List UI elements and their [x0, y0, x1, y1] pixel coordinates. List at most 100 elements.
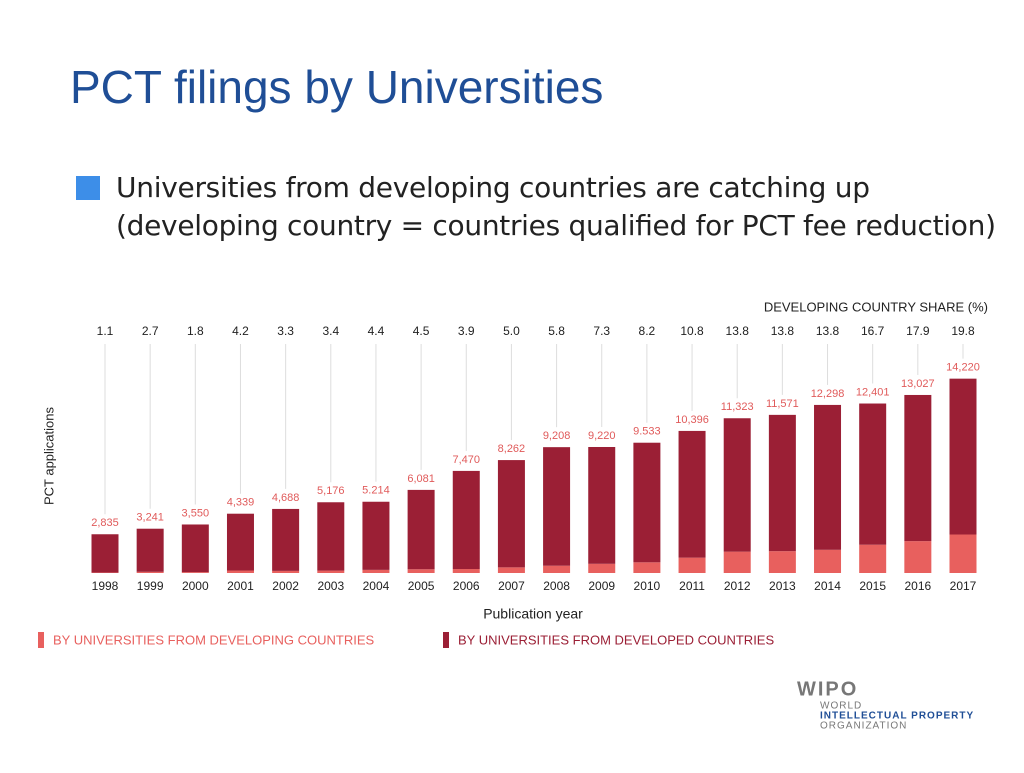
bar-segment [498, 460, 525, 567]
share-label: 16.7 [861, 324, 885, 338]
share-label: 13.8 [726, 324, 750, 338]
share-label: 5.0 [503, 324, 520, 338]
total-label: 4,339 [227, 497, 255, 509]
x-tick-label: 2015 [859, 579, 886, 593]
bar-segment [679, 431, 706, 558]
total-label: 9,220 [588, 430, 616, 442]
bar-segment [950, 379, 977, 535]
x-tick-label: 2010 [634, 579, 661, 593]
share-label: 13.8 [816, 324, 840, 338]
bar-segment [362, 502, 389, 570]
share-label: 3.3 [277, 324, 294, 338]
share-label: 4.4 [368, 324, 385, 338]
x-tick-label: 2008 [543, 579, 570, 593]
bar-segment [498, 567, 525, 573]
share-label: 17.9 [906, 324, 930, 338]
x-tick-label: 2004 [363, 579, 390, 593]
x-tick-label: 2007 [498, 579, 525, 593]
x-tick-label: 2013 [769, 579, 796, 593]
bar-segment [724, 552, 751, 573]
bar-segment [227, 514, 254, 571]
share-label: 4.2 [232, 324, 249, 338]
x-tick-label: 2002 [272, 579, 299, 593]
bullet-text: Universities from developing countries a… [116, 171, 870, 204]
bar-segment [633, 443, 660, 563]
bar-segment [814, 405, 841, 550]
total-label: 8,262 [498, 443, 526, 455]
bar-segment [272, 509, 299, 571]
total-label: 5.214 [362, 485, 390, 497]
total-label: 12,401 [856, 386, 890, 398]
share-label: 13.8 [771, 324, 795, 338]
total-label: 11,571 [766, 398, 799, 410]
bar-segment [182, 524, 209, 572]
bar-segment [859, 545, 886, 573]
bar-segment [769, 551, 796, 573]
bullet-text: (developing country = countries qualifie… [116, 209, 996, 242]
share-label: 10.8 [680, 324, 704, 338]
x-axis-label: Publication year [483, 606, 583, 622]
bar-segment [453, 471, 480, 569]
share-label: 1.8 [187, 324, 204, 338]
bar-segment [92, 534, 119, 572]
x-tick-label: 2012 [724, 579, 751, 593]
bar-segment [679, 558, 706, 573]
bar-segment [543, 566, 570, 573]
bar-segment [633, 562, 660, 573]
total-label: 14,220 [946, 362, 980, 374]
bar-segment [227, 571, 254, 573]
legend-swatch [38, 632, 44, 648]
share-label: 3.9 [458, 324, 475, 338]
total-label: 3,241 [136, 512, 164, 524]
bar-segment [724, 418, 751, 551]
bar-segment [814, 550, 841, 573]
bar-segment [543, 447, 570, 566]
bar-segment [272, 571, 299, 573]
share-label: 4.5 [413, 324, 430, 338]
x-tick-label: 1998 [92, 579, 119, 593]
total-label: 13,027 [901, 378, 935, 390]
legend-label: BY UNIVERSITIES FROM DEVELOPING COUNTRIE… [53, 632, 375, 647]
legend-label: BY UNIVERSITIES FROM DEVELOPED COUNTRIES [458, 632, 774, 647]
total-label: 5,176 [317, 485, 345, 497]
total-label: 10,396 [675, 414, 709, 426]
x-tick-label: 2011 [679, 579, 705, 593]
legend-swatch [443, 632, 449, 648]
share-label: 5.8 [548, 324, 565, 338]
total-label: 12,298 [811, 388, 845, 400]
total-label: 6,081 [407, 473, 435, 485]
bar-segment [453, 569, 480, 573]
bar-segment [769, 415, 796, 551]
total-label: 9.533 [633, 426, 661, 438]
bar-segment [588, 564, 615, 573]
title: PCT filings by Universities [70, 61, 603, 113]
total-label: 9,208 [543, 430, 571, 442]
bullet-icon [76, 176, 100, 200]
share-label: 2.7 [142, 324, 159, 338]
bar-segment [137, 529, 164, 572]
bar-segment [588, 447, 615, 564]
bar-segment [317, 571, 344, 573]
total-label: 4,688 [272, 492, 300, 504]
bar-segment [137, 572, 164, 573]
bar-segment [950, 535, 977, 573]
bar-segment [904, 541, 931, 573]
total-label: 7,470 [452, 454, 480, 466]
bar-segment [859, 404, 886, 545]
share-label: 7.3 [593, 324, 610, 338]
bar-segment [408, 490, 435, 569]
x-tick-label: 2016 [904, 579, 931, 593]
share-label: 8.2 [639, 324, 656, 338]
x-tick-label: 2009 [588, 579, 615, 593]
share-label: 19.8 [951, 324, 975, 338]
bar-segment [362, 570, 389, 573]
x-tick-label: 2005 [408, 579, 435, 593]
x-tick-label: 2014 [814, 579, 841, 593]
logo-mark: WIPO [797, 678, 858, 700]
x-tick-label: 2000 [182, 579, 209, 593]
logo-text: ORGANIZATION [820, 721, 907, 732]
total-label: 2,835 [91, 517, 119, 529]
share-label: 3.4 [322, 324, 339, 338]
